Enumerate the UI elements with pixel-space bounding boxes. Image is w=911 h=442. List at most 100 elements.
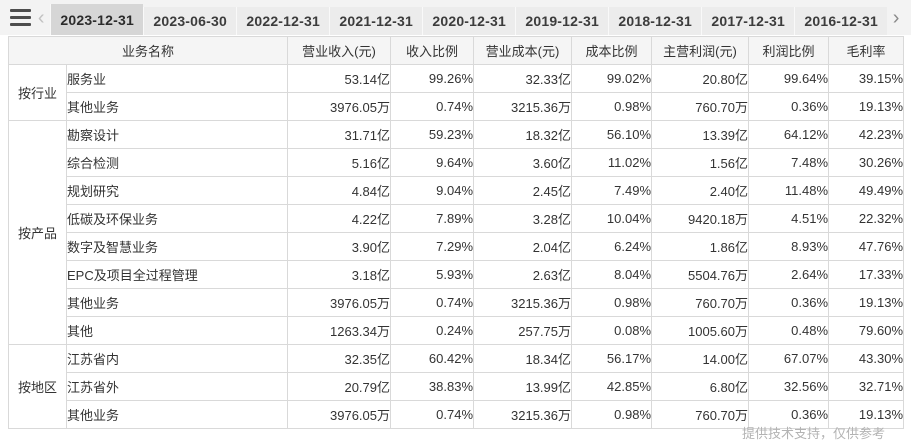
hamburger-bar [9,16,31,19]
cell-gross-margin: 49.49% [828,176,905,205]
cell-cost-ratio: 56.10% [571,120,653,149]
cell-profit-ratio: 64.12% [748,120,830,149]
cell-profit: 20.80亿 [651,64,750,93]
hamburger-bar [9,23,31,26]
tab-2020-12-31[interactable]: 2020-12-31 [422,7,516,35]
cell-name: 其他业务 [65,400,289,429]
tab-2019-12-31[interactable]: 2019-12-31 [515,7,609,35]
cell-profit: 6.80亿 [651,372,750,401]
cell-revenue: 53.14亿 [287,64,392,93]
cell-cost: 18.34亿 [473,344,573,373]
cell-gross-margin: 47.76% [828,232,905,261]
cell-revenue-ratio: 59.23% [390,120,475,149]
cell-gross-margin: 17.33% [828,260,905,289]
tab-2018-12-31[interactable]: 2018-12-31 [608,7,702,35]
table-row: 按地区 江苏省内 32.35亿 60.42% 18.34亿 56.17% 14.… [8,344,905,429]
cell-cost: 2.63亿 [473,260,573,289]
cell-revenue-ratio: 0.74% [390,400,475,429]
cell-name: 规划研究 [65,176,289,205]
table-header-row: 业务名称 营业收入(元) 收入比例 营业成本(元) 成本比例 主营利润(元) 利… [7,36,905,65]
header-revenue-ratio: 收入比例 [390,36,475,65]
cell-name: 勘察设计 [65,120,289,149]
table-row: 其他 1263.34万 0.24% 257.75万 0.08% 1005.60万… [9,316,905,345]
cell-profit-ratio: 2.64% [748,260,830,289]
cell-revenue-ratio: 5.93% [390,260,475,289]
cell-cost-ratio: 10.04% [571,204,653,233]
cell-name: 其他业务 [65,92,289,121]
cell-revenue: 3.18亿 [287,260,392,289]
cell-cost: 2.45亿 [473,176,573,205]
chevron-left-icon[interactable]: ‹ [37,6,45,29]
cell-cost: 18.32亿 [473,120,573,149]
cell-gross-margin: 19.13% [828,288,905,317]
cell-profit-ratio: 32.56% [748,372,830,401]
header-profit: 主营利润(元) [651,36,750,65]
cell-profit: 760.70万 [651,288,750,317]
cell-revenue-ratio: 9.64% [390,148,475,177]
cell-cost-ratio: 7.49% [571,176,653,205]
cell-profit-ratio: 0.36% [748,92,830,121]
cell-revenue: 4.22亿 [287,204,392,233]
cell-cost-ratio: 0.98% [571,288,653,317]
cell-profit-ratio: 7.48% [748,148,830,177]
tab-2022-12-31[interactable]: 2022-12-31 [236,7,330,35]
cell-profit: 760.70万 [651,400,750,429]
cell-cost: 3215.36万 [473,288,573,317]
cell-cost-ratio: 99.02% [571,64,653,93]
group-label-product: 按产品 [8,120,67,345]
cell-profit-ratio: 0.48% [748,316,830,345]
cell-cost-ratio: 11.02% [571,148,653,177]
cell-revenue: 3.90亿 [287,232,392,261]
tab-2021-12-31[interactable]: 2021-12-31 [329,7,423,35]
header-revenue: 营业收入(元) [287,36,392,65]
cell-cost: 2.04亿 [473,232,573,261]
cell-revenue: 20.79亿 [287,372,392,401]
period-tab-bar: ‹ 2023-12-31 2023-06-30 2022-12-31 2021-… [0,0,911,35]
header-cost: 营业成本(元) [473,36,573,65]
table-row: 江苏省外 20.79亿 38.83% 13.99亿 42.85% 6.80亿 3… [9,372,905,401]
cell-cost-ratio: 0.98% [571,92,653,121]
tab-2016-12-31[interactable]: 2016-12-31 [794,7,888,35]
cell-profit-ratio: 8.93% [748,232,830,261]
hamburger-bar [9,9,31,12]
table-row: EPC及项目全过程管理 3.18亿 5.93% 2.63亿 8.04% 5504… [9,260,905,289]
cell-cost: 3215.36万 [473,92,573,121]
cell-revenue-ratio: 0.24% [390,316,475,345]
chevron-right-icon[interactable]: › [892,6,900,29]
table-row: 按产品 勘察设计 31.71亿 59.23% 18.32亿 56.10% 13.… [8,120,905,345]
cell-profit: 760.70万 [651,92,750,121]
cell-gross-margin: 42.23% [828,120,905,149]
header-business-name: 业务名称 [7,36,289,65]
cell-revenue-ratio: 9.04% [390,176,475,205]
cell-cost: 257.75万 [473,316,573,345]
cell-profit-ratio: 11.48% [748,176,830,205]
cell-revenue: 5.16亿 [287,148,392,177]
cell-profit-ratio: 0.36% [748,288,830,317]
group-label-region: 按地区 [8,344,67,429]
table-row: 低碳及环保业务 4.22亿 7.89% 3.28亿 10.04% 9420.18… [9,204,905,233]
hamburger-menu-icon[interactable] [0,0,32,35]
cell-gross-margin: 79.60% [828,316,905,345]
table-row: 综合检测 5.16亿 9.64% 3.60亿 11.02% 1.56亿 7.48… [9,148,905,177]
cell-name: 其他业务 [65,288,289,317]
cell-revenue-ratio: 60.42% [390,344,475,373]
cell-revenue-ratio: 38.83% [390,372,475,401]
header-profit-ratio: 利润比例 [748,36,830,65]
cell-profit: 1005.60万 [651,316,750,345]
tab-2017-12-31[interactable]: 2017-12-31 [701,7,795,35]
table-row: 按行业 服务业 53.14亿 99.26% 32.33亿 99.02% 20.8… [8,64,905,121]
cell-revenue: 1263.34万 [287,316,392,345]
tab-2023-12-31[interactable]: 2023-12-31 [50,4,144,35]
cell-name: EPC及项目全过程管理 [65,260,289,289]
cell-revenue: 32.35亿 [287,344,392,373]
table-row: 其他业务 3976.05万 0.74% 3215.36万 0.98% 760.7… [9,400,905,429]
cell-profit: 1.86亿 [651,232,750,261]
tab-2023-06-30[interactable]: 2023-06-30 [143,7,237,35]
cell-cost: 3215.36万 [473,400,573,429]
cell-cost: 3.28亿 [473,204,573,233]
cell-cost-ratio: 8.04% [571,260,653,289]
cell-name: 服务业 [65,64,289,93]
cell-name: 其他 [65,316,289,345]
cell-cost-ratio: 0.08% [571,316,653,345]
cell-cost: 13.99亿 [473,372,573,401]
